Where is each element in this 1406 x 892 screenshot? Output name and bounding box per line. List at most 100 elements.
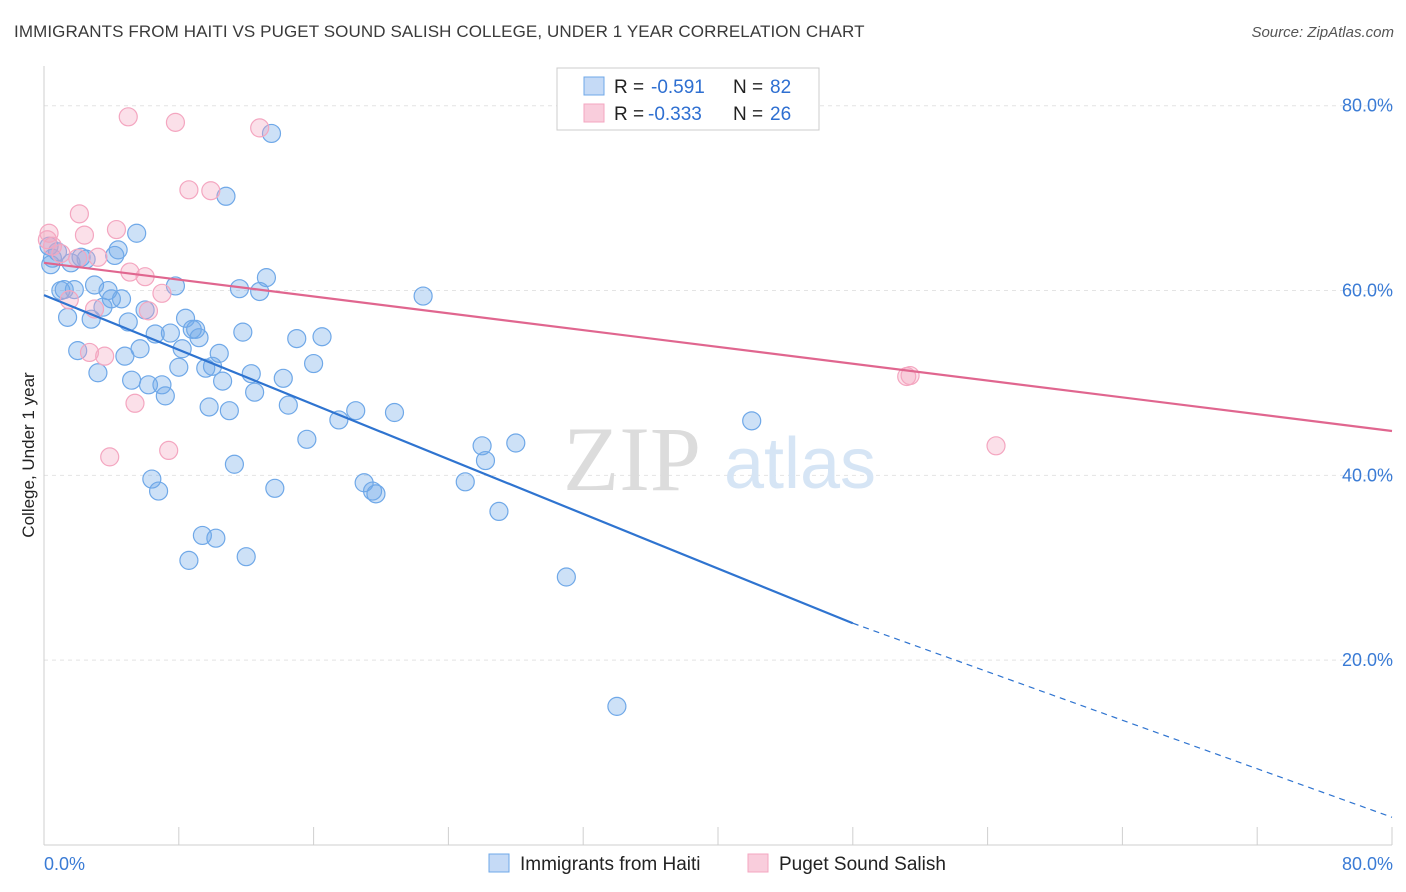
point-blue — [57, 307, 78, 327]
point-blue — [108, 240, 128, 260]
point-pink — [138, 301, 159, 321]
point-blue — [88, 363, 108, 383]
point-pink — [250, 118, 270, 138]
point-pink — [152, 283, 172, 303]
point-blue — [199, 397, 219, 417]
point-blue — [115, 346, 135, 366]
point-pink — [118, 107, 138, 127]
legend-swatch-pink — [583, 103, 605, 123]
point-blue — [216, 186, 236, 206]
point-blue — [179, 550, 199, 570]
legend-r-label-2: R = — [614, 104, 644, 125]
axes — [43, 66, 1393, 846]
point-pink — [74, 225, 95, 245]
point-blue — [219, 401, 239, 421]
watermark-zip: ZIP — [563, 408, 701, 510]
x-tick-label: 0.0% — [44, 854, 85, 874]
y-tick-label: 40.0% — [1342, 465, 1393, 485]
point-pink — [88, 247, 108, 267]
point-blue — [233, 322, 253, 342]
point-blue — [489, 501, 509, 522]
point-blue — [127, 223, 147, 243]
point-blue — [155, 386, 175, 406]
correlation-legend: R = -0.591 N = 82 R = -0.333 N = 26 — [556, 67, 820, 131]
y-axis-title: College, Under 1 year — [19, 372, 38, 538]
point-pink — [100, 447, 120, 467]
point-blue — [111, 289, 132, 309]
point-blue — [304, 353, 324, 374]
point-blue — [189, 328, 209, 348]
point-blue — [312, 327, 332, 347]
bottom-legend-swatch-pink — [747, 853, 769, 873]
point-pink — [95, 346, 115, 366]
point-blue — [236, 547, 256, 567]
point-blue — [101, 289, 122, 309]
legend-n-value-1: 82 — [770, 77, 791, 98]
y-tick-label: 60.0% — [1342, 281, 1393, 301]
y-tick-label: 20.0% — [1342, 650, 1393, 670]
point-pink — [201, 181, 221, 201]
point-blue — [122, 370, 142, 390]
watermark: ZIP atlas — [563, 408, 876, 510]
point-pink — [106, 219, 127, 240]
point-blue — [413, 286, 433, 306]
point-pink — [165, 112, 186, 132]
point-blue — [213, 371, 233, 391]
point-blue — [209, 343, 229, 363]
chart-source: Source: ZipAtlas.com — [1251, 24, 1394, 41]
point-blue — [245, 382, 265, 402]
point-blue — [68, 341, 88, 361]
tick-labels: 20.0% 40.0% 60.0% 80.0% 0.0% 80.0% — [44, 96, 1393, 874]
point-blue — [475, 450, 496, 471]
point-blue — [346, 401, 366, 421]
point-blue — [556, 567, 576, 587]
bottom-legend-swatch-blue — [488, 853, 510, 873]
point-pink — [37, 230, 57, 250]
point-blue — [506, 433, 526, 453]
point-blue — [54, 280, 74, 300]
point-pink — [159, 440, 179, 461]
point-blue — [81, 309, 101, 329]
point-blue — [607, 696, 627, 716]
point-blue — [130, 339, 150, 359]
point-pink — [69, 204, 89, 224]
point-blue — [224, 454, 245, 474]
point-blue — [160, 323, 180, 343]
point-pink — [51, 243, 71, 264]
y-tick-label: 80.0% — [1342, 96, 1393, 116]
legend-n-label-2: N = — [733, 104, 763, 125]
watermark-atlas: atlas — [724, 424, 876, 504]
trend-line-blue — [43, 294, 854, 625]
trend-line-pink — [43, 261, 1393, 433]
series-legend: Immigrants from Haiti Puget Sound Salish — [488, 853, 946, 875]
point-blue — [366, 484, 386, 504]
point-blue — [472, 436, 492, 456]
point-blue — [142, 469, 162, 489]
legend-r-value-1: -0.591 — [651, 77, 705, 98]
point-blue — [742, 411, 762, 431]
point-blue — [384, 402, 405, 423]
legend-r-label-1: R = — [614, 77, 644, 98]
legend-n-value-2: 26 — [770, 104, 791, 125]
point-blue — [148, 481, 169, 501]
bottom-legend-label-salish: Puget Sound Salish — [779, 854, 946, 875]
point-pink — [68, 248, 88, 268]
point-blue — [273, 368, 293, 388]
bottom-legend-label-haiti: Immigrants from Haiti — [520, 854, 701, 875]
point-blue — [287, 328, 307, 349]
point-blue — [297, 429, 317, 449]
point-blue — [362, 481, 383, 501]
point-pink — [125, 393, 145, 413]
point-pink — [79, 342, 100, 363]
trend-extension-blue — [852, 622, 1393, 818]
x-tick-label: 80.0% — [1342, 854, 1393, 874]
legend-swatch-blue — [583, 76, 605, 96]
chart-title: IMMIGRANTS FROM HAITI VS PUGET SOUND SAL… — [14, 22, 865, 41]
point-blue — [138, 375, 159, 395]
data-points — [37, 107, 1006, 716]
legend-n-label-1: N = — [733, 77, 763, 98]
point-blue — [64, 280, 84, 300]
point-blue — [152, 375, 172, 395]
point-blue — [278, 395, 298, 415]
